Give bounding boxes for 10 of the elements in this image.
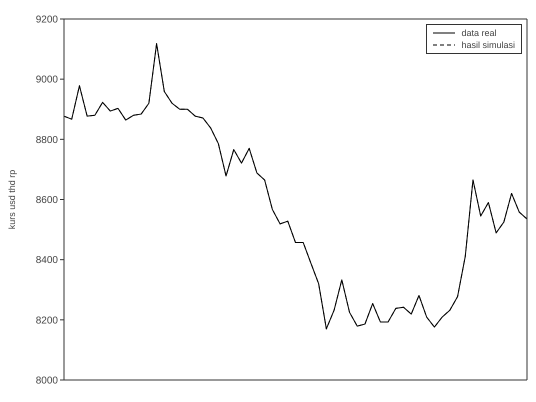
y-tick-label: 8000 [36, 376, 58, 387]
legend-label: hasil simulasi [461, 39, 515, 51]
y-axis-title: kurs usd thd rp [7, 170, 18, 230]
y-tick-label: 8400 [36, 255, 58, 266]
y-tick-label: 8800 [36, 134, 58, 146]
y-tick-label: 9200 [36, 14, 58, 26]
y-tick-label: 9000 [36, 74, 58, 86]
y-tick-label: 8200 [36, 315, 58, 326]
y-tick-label: 8600 [36, 195, 58, 206]
legend-label: data real [461, 27, 496, 39]
